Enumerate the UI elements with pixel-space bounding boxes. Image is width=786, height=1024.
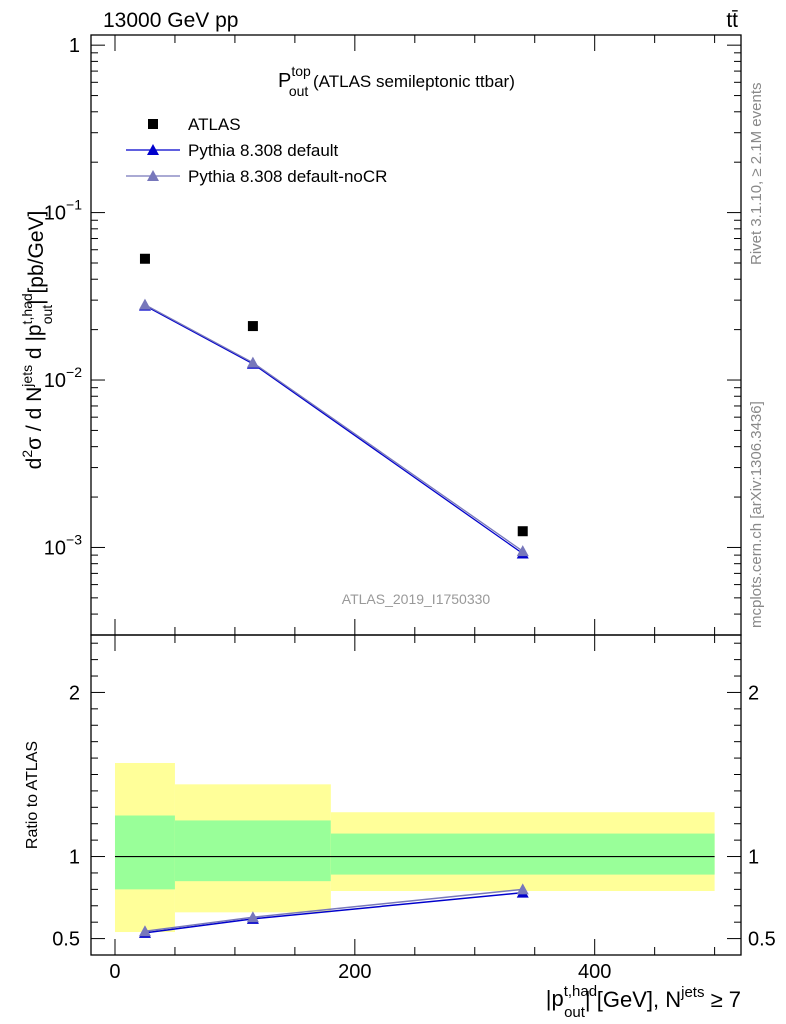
ratio-marker <box>138 925 151 937</box>
y-tick-label: 1 <box>69 35 80 57</box>
ratio-y-tick-label-right: 1 <box>748 847 759 869</box>
x-axis-label: |pt,had out| [GeV], Njets ≥ 7 <box>546 983 741 1021</box>
legend-label: Pythia 8.308 default-noCR <box>188 167 387 186</box>
rivet-credit: Rivet 3.1.10, ≥ 2.1M events <box>748 83 765 266</box>
label-part: jets <box>680 984 704 1001</box>
mc-marker <box>138 298 151 310</box>
ratio-uncertainty-bands <box>114 763 715 933</box>
ratio-y-tick-label: 0.5 <box>52 929 80 951</box>
y-tick-label: 10−2 <box>44 364 82 392</box>
legend-label: ATLAS <box>188 115 241 134</box>
legend-marker <box>147 144 159 155</box>
mc-line <box>144 305 524 555</box>
legend-entry: Pythia 8.308 default-noCR <box>126 167 387 186</box>
ratio-y-tick-label-right: 0.5 <box>748 929 776 951</box>
mcplots-credit: mcplots.cern.ch [arXiv:1306.3436] <box>748 401 765 628</box>
ratio-plot-frame <box>90 634 742 956</box>
ratio-x-axis: 0 200 400 <box>109 635 716 983</box>
label-part: | [GeV], N <box>585 987 681 1012</box>
data-point <box>517 526 528 537</box>
legend-entry: ATLAS <box>148 115 241 134</box>
label-part: ≥ 7 <box>704 987 741 1012</box>
plot-title: Ptop out (ATLAS semileptonic ttbar) <box>278 63 515 99</box>
label-part: | [pb/GeV] <box>25 211 48 305</box>
x-tick-label: 200 <box>338 961 371 983</box>
stat-uncertainty-band <box>114 815 175 890</box>
legend-marker <box>147 170 159 181</box>
process-label: tt̄ <box>726 9 738 32</box>
data-point <box>247 321 258 332</box>
x-tick-label: 0 <box>109 961 120 983</box>
label-part: t,had <box>19 293 35 324</box>
data-point <box>139 253 150 264</box>
ratio-marker <box>246 911 259 923</box>
legend-entry: Pythia 8.308 default <box>126 141 339 160</box>
main-y-axis-label: d2σ / d Njets d |pt,had out| [pb/GeV] <box>19 211 55 470</box>
main-y-axis: 1 10−1 10−2 10−3 <box>44 35 741 636</box>
plot-title-main: P <box>278 70 291 92</box>
plot-title-sub: out <box>289 83 309 99</box>
label-part: σ / d N <box>23 387 46 450</box>
stat-uncertainty-band <box>174 820 331 882</box>
label-part: out <box>564 1004 586 1021</box>
ratio-y-tick-label: 1 <box>69 847 80 869</box>
ratio-mc-lines <box>114 855 715 938</box>
ratio-y-axis-label: Ratio to ATLAS <box>24 741 41 849</box>
ratio-plot-area: 0.5 0.5 1 1 2 2 0 200 400 <box>52 634 776 983</box>
label-part: t,had <box>564 983 597 1000</box>
plot-title-suffix: (ATLAS semileptonic ttbar) <box>308 72 515 91</box>
label-part: jets <box>19 365 35 388</box>
ratio-y-tick-label: 2 <box>69 682 80 704</box>
legend: ATLAS Pythia 8.308 default Pythia 8.308 de… <box>126 115 387 186</box>
main-data-points <box>139 253 528 537</box>
analysis-id: ATLAS_2019_I1750330 <box>342 591 491 607</box>
y-tick-label: 10−3 <box>44 531 82 559</box>
x-tick-label: 400 <box>578 961 611 983</box>
legend-label: Pythia 8.308 default <box>188 141 339 160</box>
label-part: 2 <box>19 450 35 458</box>
plot-title-sup: top <box>291 63 311 79</box>
ratio-marker <box>516 883 529 895</box>
main-x-ticks <box>114 35 716 635</box>
ratio-y-tick-label-right: 2 <box>748 682 759 704</box>
legend-marker <box>148 119 158 129</box>
ratio-y-axis: 0.5 0.5 1 1 2 2 <box>52 642 776 951</box>
label-part: d |p <box>23 324 46 364</box>
mc-marker <box>516 545 529 557</box>
label-part: |p <box>546 986 564 1011</box>
y-tick-label: 10−1 <box>44 197 82 225</box>
stat-uncertainty-band <box>330 833 715 875</box>
energy-label: 13000 GeV pp <box>103 9 238 32</box>
label-part: out <box>39 305 55 325</box>
mc-marker <box>246 356 259 368</box>
main-mc-lines <box>138 298 529 559</box>
label-part: d <box>23 458 46 470</box>
